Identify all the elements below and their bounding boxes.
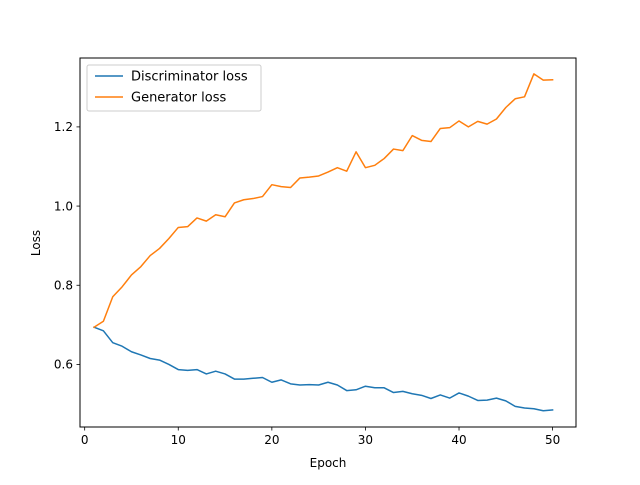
legend: Discriminator loss Generator loss [86,64,262,112]
x-tick-label: 50 [545,433,560,447]
y-tick-label: 1.0 [54,199,73,213]
plot-area-frame [79,57,577,428]
series-line-discriminator-loss [93,326,554,412]
legend-frame [86,64,262,112]
y-tick-label: 0.8 [54,279,73,293]
legend-label-discriminator: Discriminator loss [131,70,248,85]
x-axis-label: Epoch [310,456,347,470]
ticks-layer: 0 10 20 30 40 50 0.6 0.8 1.0 1.2 [54,120,560,447]
y-tick-label: 1.2 [54,120,73,134]
y-axis-label: Loss [29,230,43,256]
x-tick-label: 10 [171,433,186,447]
x-tick-label: 0 [81,433,89,447]
x-tick-label: 30 [358,433,373,447]
legend-label-generator: Generator loss [131,91,226,106]
x-tick-label: 20 [264,433,279,447]
series-line-generator-loss [93,73,554,329]
series-layer [93,73,554,412]
y-tick-label: 0.6 [54,358,73,372]
x-tick-label: 40 [451,433,466,447]
